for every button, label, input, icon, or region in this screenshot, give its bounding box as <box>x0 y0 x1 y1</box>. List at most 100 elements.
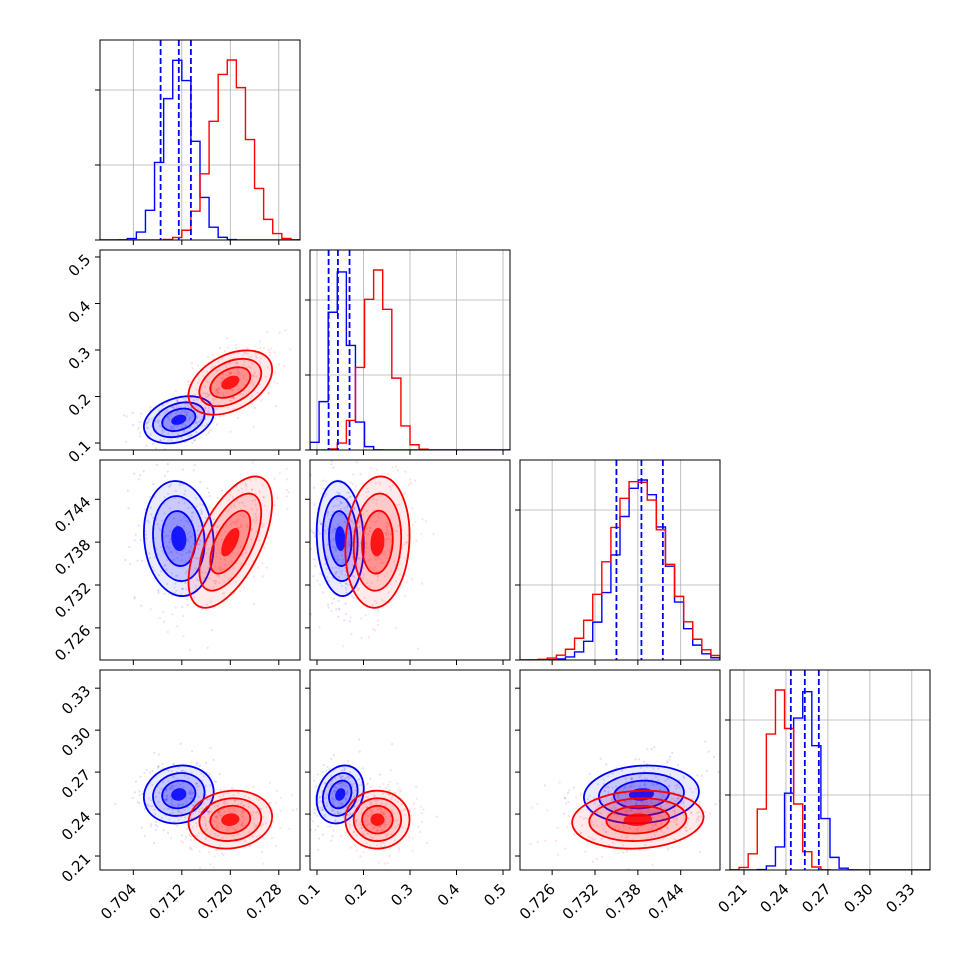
scatter-point <box>243 804 246 807</box>
scatter-point <box>249 397 252 400</box>
scatter-point <box>341 549 344 553</box>
scatter-point <box>310 547 313 550</box>
scatter-point <box>180 769 183 772</box>
scatter-point <box>151 804 154 808</box>
scatter-point <box>350 543 353 546</box>
scatter-point <box>607 790 610 793</box>
scatter-point <box>242 515 245 518</box>
scatter-point <box>230 523 233 526</box>
scatter-point <box>341 781 344 784</box>
scatter-point <box>210 428 213 431</box>
scatter-point <box>258 539 261 542</box>
scatter-point <box>236 368 239 371</box>
scatter-point <box>614 794 617 797</box>
scatter-point <box>653 746 656 749</box>
scatter-point <box>374 482 377 485</box>
scatter-point <box>376 826 379 829</box>
scatter-point <box>181 483 184 486</box>
scatter-point <box>241 810 244 813</box>
scatter-point <box>143 807 146 811</box>
scatter-point <box>338 595 341 598</box>
scatter-point <box>307 527 309 529</box>
scatter-point <box>257 798 260 802</box>
scatter-point <box>334 785 337 789</box>
scatter-point <box>680 802 683 805</box>
scatter-point <box>351 520 354 524</box>
scatter-point <box>238 530 242 533</box>
scatter-point <box>258 490 261 493</box>
scatter-point <box>241 501 244 504</box>
y-tick-label-param-3-0: 0.21 <box>58 850 94 886</box>
scatter-point <box>202 529 205 533</box>
scatter-point <box>171 785 174 788</box>
scatter-point <box>365 820 368 823</box>
scatter-point <box>224 530 227 534</box>
scatter-points-1 <box>318 461 435 650</box>
scatter-point <box>344 602 347 605</box>
scatter-point <box>165 568 168 571</box>
scatter-point <box>170 572 173 575</box>
scatter-point <box>337 607 340 610</box>
scatter-point <box>382 782 385 786</box>
scatter-point <box>190 434 193 437</box>
scatter-point <box>143 834 146 837</box>
scatter-point <box>205 580 208 583</box>
scatter-point <box>166 552 169 555</box>
scatter-point <box>238 501 241 504</box>
scatter-point <box>136 801 139 804</box>
scatter-point <box>166 582 169 586</box>
scatter-point <box>366 582 369 585</box>
scatter-point <box>684 826 687 830</box>
scatter-point <box>341 784 344 787</box>
scatter-point <box>554 839 558 843</box>
scatter-point <box>176 524 179 527</box>
scatter-point <box>389 532 392 536</box>
scatter-point <box>396 819 399 822</box>
scatter-point <box>274 371 277 374</box>
scatter-point <box>206 798 209 801</box>
scatter-point <box>330 839 333 842</box>
scatter-point <box>213 518 216 521</box>
scatter-point <box>600 837 603 841</box>
scatter-point <box>178 810 181 813</box>
scatter-point <box>198 543 201 546</box>
scatter-point <box>375 498 379 502</box>
scatter-point <box>225 391 228 394</box>
scatter-point <box>695 818 698 821</box>
scatter-point <box>672 818 675 821</box>
scatter-point <box>314 565 317 568</box>
scatter-point <box>207 813 210 816</box>
scatter-point <box>644 844 647 847</box>
scatter-point <box>604 786 607 789</box>
scatter-point <box>178 804 181 807</box>
scatter-point <box>165 789 168 792</box>
scatter-point <box>148 771 152 774</box>
scatter-point <box>181 553 184 556</box>
histogram-panel-1 <box>310 250 510 450</box>
scatter-point <box>229 826 232 829</box>
scatter-point <box>191 574 194 577</box>
scatter-point <box>133 595 136 599</box>
scatter-point <box>195 431 198 434</box>
scatter-point <box>170 769 173 773</box>
scatter-point <box>341 561 344 564</box>
scatter-point <box>223 810 226 814</box>
scatter-point <box>164 799 167 802</box>
scatter-point <box>641 807 644 810</box>
scatter-point <box>366 783 369 786</box>
scatter-point <box>366 832 369 835</box>
scatter-point <box>262 496 265 499</box>
scatter-point <box>601 823 604 826</box>
scatter-point <box>612 804 615 807</box>
scatter-point <box>611 772 615 775</box>
scatter-point <box>610 798 614 802</box>
scatter-point <box>218 822 221 825</box>
scatter-point <box>185 551 188 555</box>
scatter-point <box>255 825 258 828</box>
scatter-point <box>543 784 547 787</box>
scatter-point <box>350 782 353 786</box>
scatter-point <box>389 769 392 772</box>
scatter-point <box>387 833 390 836</box>
scatter-point <box>644 783 647 787</box>
scatter-point <box>185 519 188 522</box>
